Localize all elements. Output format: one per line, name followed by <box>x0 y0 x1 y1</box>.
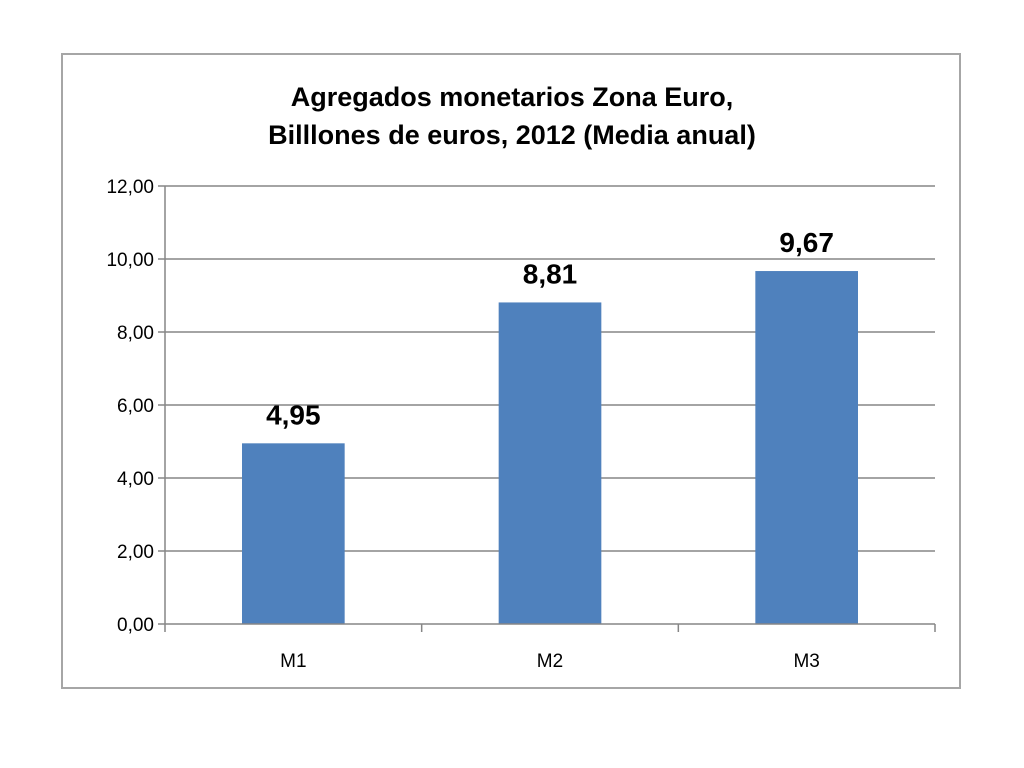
axes <box>158 185 936 632</box>
data-label-m3: 9,67 <box>779 227 834 258</box>
y-tick-label: 2,00 <box>117 542 154 563</box>
chart-title-line-1: Agregados monetarios Zona Euro, <box>291 82 734 112</box>
y-tick-label: 0,00 <box>117 615 154 636</box>
data-label-m1: 4,95 <box>266 399 321 430</box>
bars <box>242 271 858 624</box>
y-tick-label: 4,00 <box>117 469 154 490</box>
y-tick-label: 8,00 <box>117 323 154 344</box>
labels: 0,00 2,00 4,00 6,00 8,00 10,00 12,00 M1 4,95 M2 8,… <box>106 177 833 672</box>
bar-m1 <box>242 443 345 624</box>
y-tick-label: 10,00 <box>106 250 154 271</box>
bar-m2 <box>498 302 602 624</box>
chart-title-line-2: Billlones de euros, 2012 (Media anual) <box>268 120 756 150</box>
y-tick-label: 6,00 <box>117 396 154 417</box>
data-label-m2: 8,81 <box>523 258 578 289</box>
bar-m3 <box>755 271 858 624</box>
x-category-label: M1 <box>280 651 306 672</box>
y-tick-label: 12,00 <box>106 177 154 198</box>
x-category-label: M3 <box>793 651 819 672</box>
x-category-label: M2 <box>537 651 563 672</box>
